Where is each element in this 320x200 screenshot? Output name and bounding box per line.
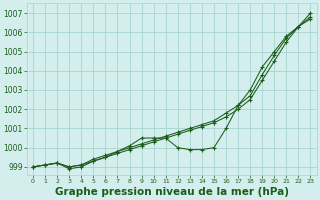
X-axis label: Graphe pression niveau de la mer (hPa): Graphe pression niveau de la mer (hPa) (55, 187, 289, 197)
